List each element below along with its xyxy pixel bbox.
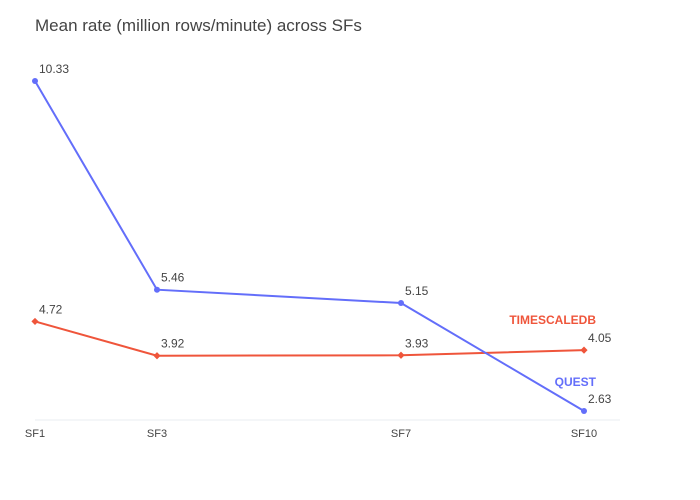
data-point: [581, 408, 587, 414]
data-point: [31, 317, 39, 326]
series-name-label: QUEST: [555, 375, 597, 389]
series-timescaledb: 4.72 3.92 3.93 4.05 TIMESCALEDB: [31, 302, 612, 360]
series-line: [34, 320, 585, 357]
data-point: [398, 300, 404, 306]
data-label: 5.15: [405, 284, 429, 298]
x-tick-label: SF3: [147, 428, 167, 440]
x-tick-label: SF7: [391, 428, 411, 440]
series-layer: 4.72 3.92 3.93 4.05 TIMESCALEDB 10.33 5.46 5.15…: [31, 62, 612, 414]
data-point: [32, 78, 38, 84]
data-label: 3.93: [405, 336, 429, 350]
data-label: 3.92: [161, 337, 185, 351]
chart-title: Mean rate (million rows/minute) across S…: [35, 16, 362, 35]
data-point: [580, 346, 588, 354]
data-label: 10.33: [39, 62, 69, 76]
data-label: 4.72: [39, 302, 63, 316]
data-label: 4.05: [588, 331, 612, 345]
data-label: 2.63: [588, 392, 612, 406]
x-tick-label: SF10: [571, 428, 597, 440]
series-name-label: TIMESCALEDB: [509, 313, 596, 327]
x-tick-label: SF1: [25, 428, 45, 440]
data-label: 5.46: [161, 271, 185, 285]
series-line: [34, 80, 585, 412]
data-point: [154, 286, 160, 293]
data-point: [153, 352, 161, 360]
x-ticks: SF1 SF3 SF7 SF10: [25, 428, 597, 440]
data-point: [397, 351, 405, 359]
series-quest: 10.33 5.46 5.15 2.63 QUEST: [32, 62, 612, 414]
